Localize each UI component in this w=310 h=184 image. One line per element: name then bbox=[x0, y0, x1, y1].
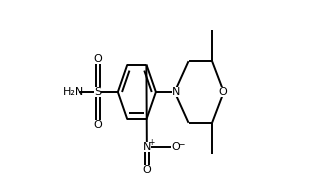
Text: +: + bbox=[148, 138, 155, 147]
Text: N: N bbox=[172, 87, 180, 97]
Text: O: O bbox=[143, 165, 151, 175]
Text: O: O bbox=[94, 54, 102, 64]
Text: O: O bbox=[219, 87, 227, 97]
Text: H₂N: H₂N bbox=[63, 87, 84, 97]
Text: −: − bbox=[177, 139, 185, 148]
Text: O: O bbox=[94, 120, 102, 130]
Text: N: N bbox=[143, 142, 151, 152]
Text: S: S bbox=[94, 87, 101, 97]
Text: O: O bbox=[171, 142, 180, 152]
